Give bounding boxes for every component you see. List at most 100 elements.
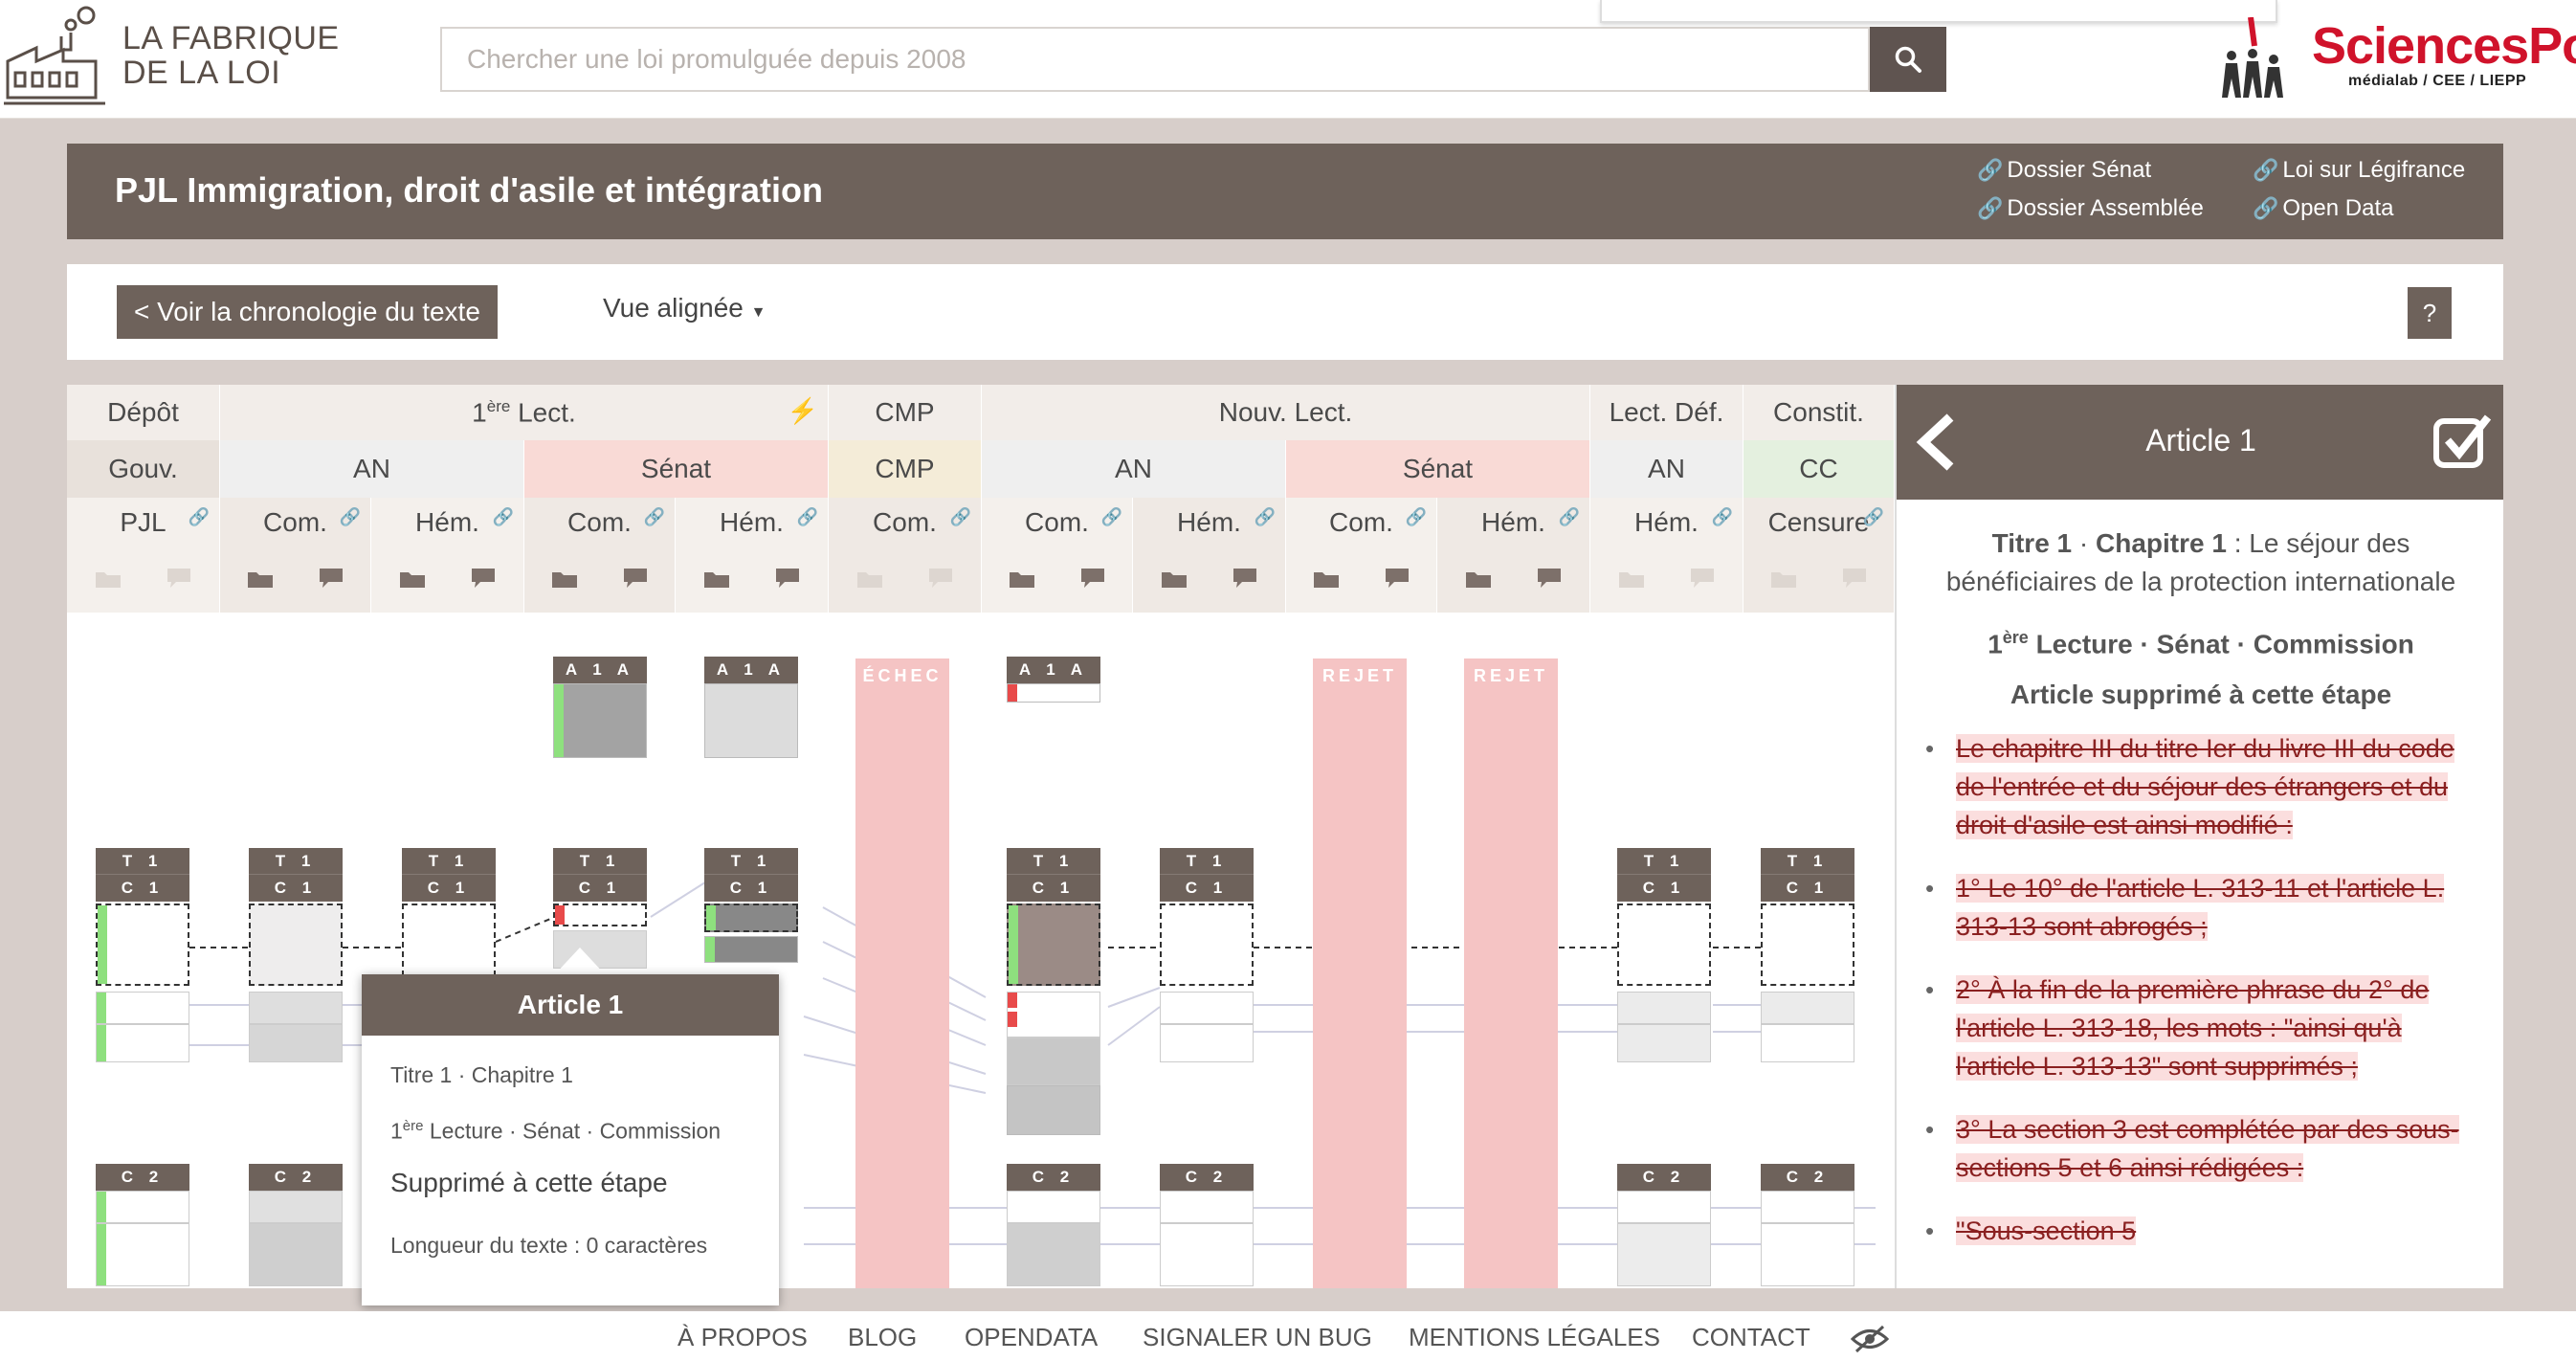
comment-icon[interactable]: [1688, 567, 1717, 590]
link-icon[interactable]: 🔗: [492, 507, 514, 526]
step-cell[interactable]: PJL 🔗: [67, 498, 220, 613]
article-block[interactable]: [1761, 992, 1854, 1024]
article-block[interactable]: [1007, 1085, 1100, 1135]
folder-icon[interactable]: [1464, 569, 1493, 590]
folder-icon[interactable]: [1312, 569, 1341, 590]
footer-link-blog[interactable]: BLOG: [848, 1323, 918, 1351]
article-block[interactable]: [96, 1223, 189, 1286]
link-dossier-senat[interactable]: 🔗 Dossier Sénat: [1977, 157, 2151, 184]
article-block[interactable]: [1160, 1223, 1254, 1286]
folder-icon[interactable]: [398, 569, 427, 590]
article-block[interactable]: [249, 1024, 343, 1062]
folder-icon[interactable]: [1008, 569, 1036, 590]
factory-logo-icon[interactable]: [4, 4, 105, 109]
folder-icon[interactable]: [94, 569, 122, 590]
comment-icon[interactable]: [317, 567, 345, 590]
article-block[interactable]: [402, 904, 496, 986]
article-block[interactable]: [1160, 904, 1254, 986]
comment-icon[interactable]: [926, 567, 955, 590]
folder-icon[interactable]: [855, 569, 884, 590]
article-block[interactable]: [249, 1223, 343, 1286]
link-icon[interactable]: 🔗: [949, 507, 971, 526]
link-icon[interactable]: 🔗: [1711, 507, 1733, 526]
article-block[interactable]: [704, 904, 798, 932]
article-block[interactable]: [1761, 904, 1854, 986]
chronology-button[interactable]: < Voir la chronologie du texte: [117, 285, 498, 339]
back-chevron-icon[interactable]: [1914, 413, 1958, 471]
footer-link-contact[interactable]: CONTACT: [1692, 1323, 1810, 1351]
search-input[interactable]: [440, 27, 1870, 92]
search-button[interactable]: [1870, 27, 1946, 92]
comment-icon[interactable]: [165, 567, 193, 590]
step-cell[interactable]: Hém. 🔗: [676, 498, 829, 613]
comment-icon[interactable]: [621, 567, 650, 590]
article-block[interactable]: [96, 1191, 189, 1223]
folder-icon[interactable]: [1160, 569, 1188, 590]
eye-slash-icon[interactable]: [1851, 1323, 1889, 1355]
folder-icon[interactable]: [550, 569, 579, 590]
article-block[interactable]: [1617, 1191, 1711, 1223]
article-block[interactable]: [1160, 1024, 1254, 1062]
article-block[interactable]: [1617, 904, 1711, 986]
link-icon[interactable]: 🔗: [1100, 507, 1122, 526]
link-legifrance[interactable]: 🔗 Loi sur Légifrance: [2253, 157, 2465, 184]
view-mode-dropdown[interactable]: Vue alignée ▼: [603, 293, 766, 324]
comment-icon[interactable]: [1231, 567, 1259, 590]
comment-icon[interactable]: [1840, 567, 1869, 590]
link-icon[interactable]: 🔗: [1405, 507, 1427, 526]
article-block[interactable]: [1761, 1223, 1854, 1286]
comment-icon[interactable]: [1078, 567, 1107, 590]
article-block[interactable]: [704, 683, 798, 758]
sciencespo-logo[interactable]: SciencesPo: [2312, 17, 2576, 75]
comment-icon[interactable]: [773, 567, 802, 590]
article-block[interactable]: [1007, 1037, 1100, 1085]
article-block[interactable]: [249, 904, 343, 986]
comment-icon[interactable]: [469, 567, 498, 590]
link-icon[interactable]: 🔗: [1558, 507, 1580, 526]
link-dossier-assemblee[interactable]: 🔗 Dossier Assemblée: [1977, 195, 2204, 222]
article-block[interactable]: [249, 992, 343, 1024]
step-cell[interactable]: Hém. 🔗: [1437, 498, 1590, 613]
article-block[interactable]: [1160, 1191, 1254, 1223]
folder-icon[interactable]: [1769, 569, 1798, 590]
article-block[interactable]: [1007, 992, 1100, 1037]
footer-link-mentions[interactable]: MENTIONS LÉGALES: [1409, 1323, 1660, 1351]
article-block[interactable]: [1617, 1024, 1711, 1062]
article-block[interactable]: [1007, 683, 1100, 703]
comment-icon[interactable]: [1535, 567, 1564, 590]
article-block[interactable]: [1617, 992, 1711, 1024]
step-cell[interactable]: Com. 🔗: [829, 498, 982, 613]
link-icon[interactable]: 🔗: [796, 507, 818, 526]
article-block[interactable]: [1617, 1223, 1711, 1286]
site-logo-text[interactable]: LA FABRIQUE DE LA LOI: [122, 21, 340, 90]
folder-icon[interactable]: [1617, 569, 1646, 590]
footer-link-apropos[interactable]: À PROPOS: [677, 1323, 808, 1351]
article-block[interactable]: [249, 1191, 343, 1223]
step-cell[interactable]: Com. 🔗: [1286, 498, 1437, 613]
article-block[interactable]: [704, 936, 798, 963]
footer-link-opendata[interactable]: OPENDATA: [965, 1323, 1099, 1351]
help-button[interactable]: ?: [2408, 287, 2452, 339]
comment-icon[interactable]: [1383, 567, 1411, 590]
folder-icon[interactable]: [702, 569, 731, 590]
folder-icon[interactable]: [246, 569, 275, 590]
link-open-data[interactable]: 🔗 Open Data: [2253, 195, 2393, 222]
article-block[interactable]: [1007, 904, 1100, 986]
link-icon[interactable]: 🔗: [339, 507, 361, 526]
step-cell[interactable]: Com. 🔗: [524, 498, 676, 613]
article-block[interactable]: [1761, 1191, 1854, 1223]
step-cell[interactable]: Censure 🔗: [1743, 498, 1895, 613]
article-block[interactable]: [553, 683, 647, 758]
step-cell[interactable]: Hém. 🔗: [371, 498, 524, 613]
article-block[interactable]: [96, 1024, 189, 1062]
article-block[interactable]: [96, 992, 189, 1024]
step-cell[interactable]: Com. 🔗: [982, 498, 1133, 613]
step-cell[interactable]: Hém. 🔗: [1590, 498, 1743, 613]
link-icon[interactable]: 🔗: [643, 507, 665, 526]
article-block[interactable]: [1007, 1191, 1100, 1223]
link-icon[interactable]: 🔗: [188, 507, 210, 526]
link-icon[interactable]: 🔗: [1254, 507, 1276, 526]
article-block[interactable]: [96, 904, 189, 986]
article-block[interactable]: [1007, 1223, 1100, 1286]
article-block[interactable]: [553, 904, 647, 926]
